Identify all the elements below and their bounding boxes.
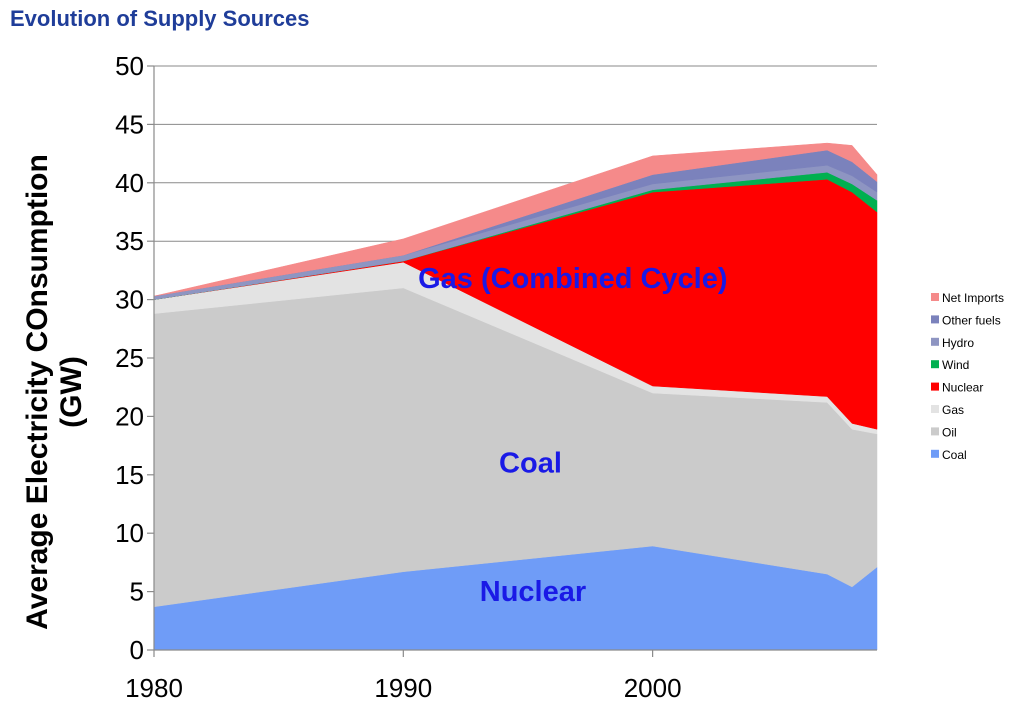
y-tick-label: 10 (115, 518, 144, 548)
legend-label-gas: Gas (942, 403, 964, 417)
y-tick-label: 40 (115, 168, 144, 198)
legend-swatch-coal (931, 449, 939, 458)
legend-label-oil: Oil (942, 425, 957, 439)
legend-label-wind: Wind (942, 358, 969, 372)
area-annotations: Gas (Combined Cycle) Coal Nuclear (418, 263, 727, 608)
x-tick-label: 1980 (125, 673, 183, 703)
area-annotation: Nuclear (480, 576, 586, 608)
legend-label-coal: Coal (942, 448, 967, 462)
legend-swatch-wind (931, 360, 939, 369)
y-tick-label: 45 (115, 109, 144, 139)
chart-title: Evolution of Supply Sources (10, 6, 310, 31)
legend-swatch-other-fuels (931, 315, 939, 324)
x-tick-label: 1990 (374, 673, 432, 703)
area-net-imports (153, 142, 878, 297)
x-tick-labels: 1980 1990 2000 (125, 673, 681, 703)
axes (147, 65, 877, 657)
y-tick-label: 25 (115, 343, 144, 373)
series-areas (153, 142, 878, 651)
y-tick-labels: 0 5 10 15 20 25 30 35 40 45 50 (115, 51, 144, 665)
x-tick-label: 2000 (624, 673, 682, 703)
y-tick-label: 15 (115, 460, 144, 490)
legend-label-net-imports: Net Imports (942, 291, 1004, 305)
y-tick-label: 30 (115, 285, 144, 315)
legend-swatch-oil (931, 427, 939, 436)
y-tick-label: 0 (130, 635, 144, 665)
y-tick-label: 50 (115, 51, 144, 81)
legend-label-hydro: Hydro (942, 336, 974, 350)
legend-label-nuclear: Nuclear (942, 381, 983, 395)
legend-swatch-hydro (931, 337, 939, 346)
legend: Net Imports Other fuels Hydro Wind Nuclear Ga… (931, 291, 1004, 462)
area-annotation: Coal (499, 447, 562, 479)
area-annotation: Gas (Combined Cycle) (418, 263, 727, 295)
y-tick-label: 20 (115, 401, 144, 431)
legend-swatch-net-imports (931, 293, 939, 301)
y-axis-label-line-2: (GW) (55, 356, 88, 428)
y-axis-label-line-1: Average Electricity COnsumption (21, 154, 54, 630)
y-tick-label: 35 (115, 226, 144, 256)
legend-swatch-nuclear (931, 382, 939, 391)
legend-label-other-fuels: Other fuels (942, 313, 1001, 327)
legend-swatch-gas (931, 405, 939, 413)
y-tick-label: 5 (130, 577, 144, 607)
